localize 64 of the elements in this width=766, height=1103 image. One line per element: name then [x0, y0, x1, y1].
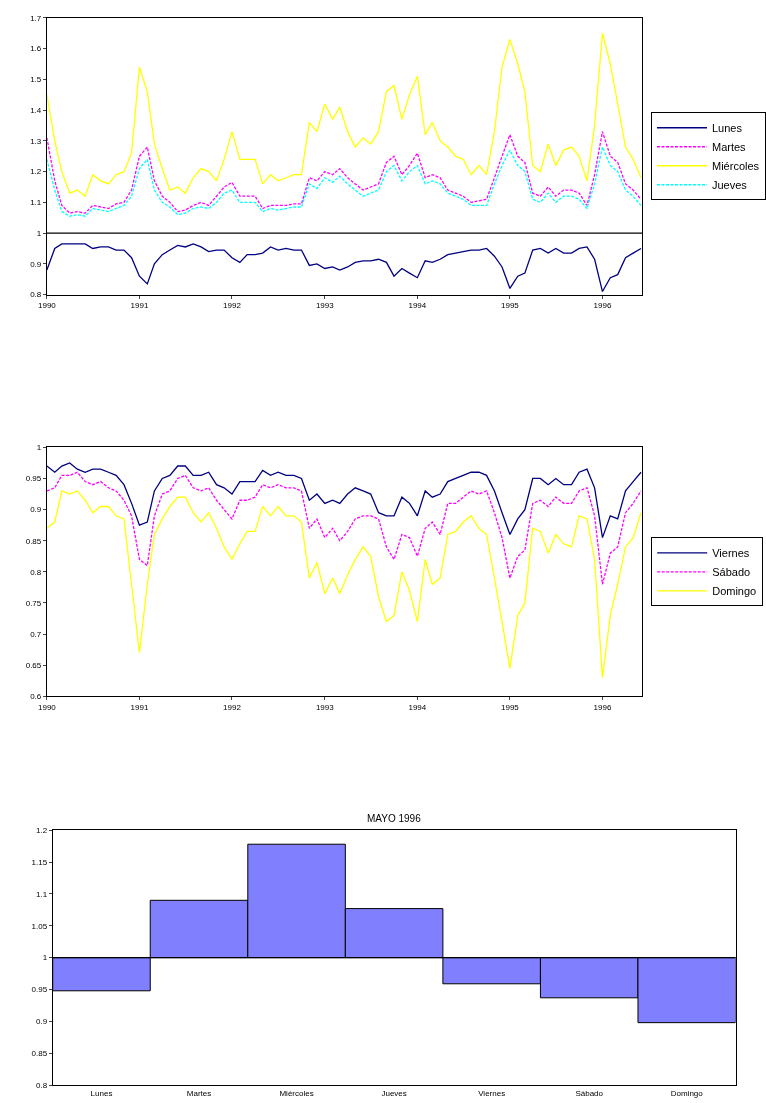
y-tick-label: 0.85: [25, 536, 42, 546]
line-series: [46, 243, 642, 293]
x-tick-label: 1996: [593, 301, 612, 311]
line-series: [46, 131, 642, 214]
y-tick-label: 1.7: [30, 13, 42, 23]
legend-label: Miércoles: [712, 160, 760, 173]
legend-label: Lunes: [712, 122, 743, 135]
line-series: [46, 146, 642, 217]
y-tick-label: 0.8: [30, 290, 42, 300]
y-tick-label: 1: [36, 443, 42, 453]
x-tick-label: 1991: [130, 702, 149, 712]
line-series: [46, 462, 642, 539]
y-tick-label: 0.9: [30, 505, 42, 515]
x-tick-label: 1994: [408, 301, 427, 311]
x-tick-label: 1992: [223, 702, 242, 712]
x-tick-label: 1992: [223, 301, 242, 311]
x-tick-label: Viernes: [478, 1088, 506, 1098]
y-tick-label: 1: [42, 953, 48, 963]
y-tick-label: 0.9: [30, 259, 42, 269]
y-tick-label: 1.6: [30, 44, 42, 54]
y-tick-label: 0.75: [25, 598, 42, 608]
x-tick-label: 1993: [315, 702, 335, 712]
y-tick-label: 1.2: [30, 167, 42, 177]
y-tick-label: 1.4: [30, 105, 42, 115]
y-tick-label: 0.6: [30, 692, 42, 702]
legend-label: Jueves: [712, 179, 748, 192]
x-tick-label: 1990: [37, 301, 57, 311]
legend-label: Sábado: [712, 566, 751, 579]
line-series: [46, 490, 642, 679]
legend-label: Domingo: [712, 585, 757, 598]
x-tick-label: Domingo: [670, 1088, 704, 1098]
y-tick-label: 0.9: [35, 1017, 48, 1027]
chart-title: MAYO 1996: [367, 813, 422, 824]
y-tick-label: 1.5: [30, 75, 42, 85]
y-tick-label: 0.65: [25, 660, 42, 670]
y-tick-label: 1.05: [31, 921, 48, 931]
x-tick-label: Jueves: [381, 1088, 407, 1098]
x-tick-label: 1996: [593, 702, 612, 712]
y-tick-label: 0.8: [30, 567, 42, 577]
y-tick-label: 1: [36, 228, 42, 238]
line-series: [46, 471, 642, 585]
x-tick-label: 1990: [37, 702, 57, 712]
x-tick-label: Sábado: [575, 1088, 604, 1098]
y-tick-label: 1.3: [30, 136, 42, 146]
x-tick-label: 1991: [130, 301, 149, 311]
legend-label: Martes: [712, 141, 747, 154]
x-tick-label: 1995: [501, 702, 520, 712]
y-tick-label: 0.7: [30, 629, 42, 639]
x-tick-label: 1994: [408, 702, 427, 712]
x-tick-label: Lunes: [90, 1088, 113, 1098]
legend-label: Viernes: [712, 547, 750, 560]
x-tick-label: Miércoles: [279, 1088, 314, 1098]
y-tick-label: 1.1: [35, 889, 48, 899]
y-tick-label: 0.95: [31, 985, 48, 995]
y-tick-label: 0.95: [25, 474, 42, 484]
x-tick-label: 1995: [501, 301, 520, 311]
x-tick-label: Martes: [186, 1088, 212, 1098]
y-tick-label: 1.1: [30, 198, 42, 208]
y-tick-label: 1.15: [31, 857, 48, 867]
x-tick-label: 1993: [315, 301, 335, 311]
y-tick-label: 0.85: [31, 1049, 48, 1059]
y-tick-label: 1.2: [35, 826, 48, 835]
line-series: [46, 32, 642, 197]
y-tick-label: 0.8: [35, 1080, 48, 1090]
